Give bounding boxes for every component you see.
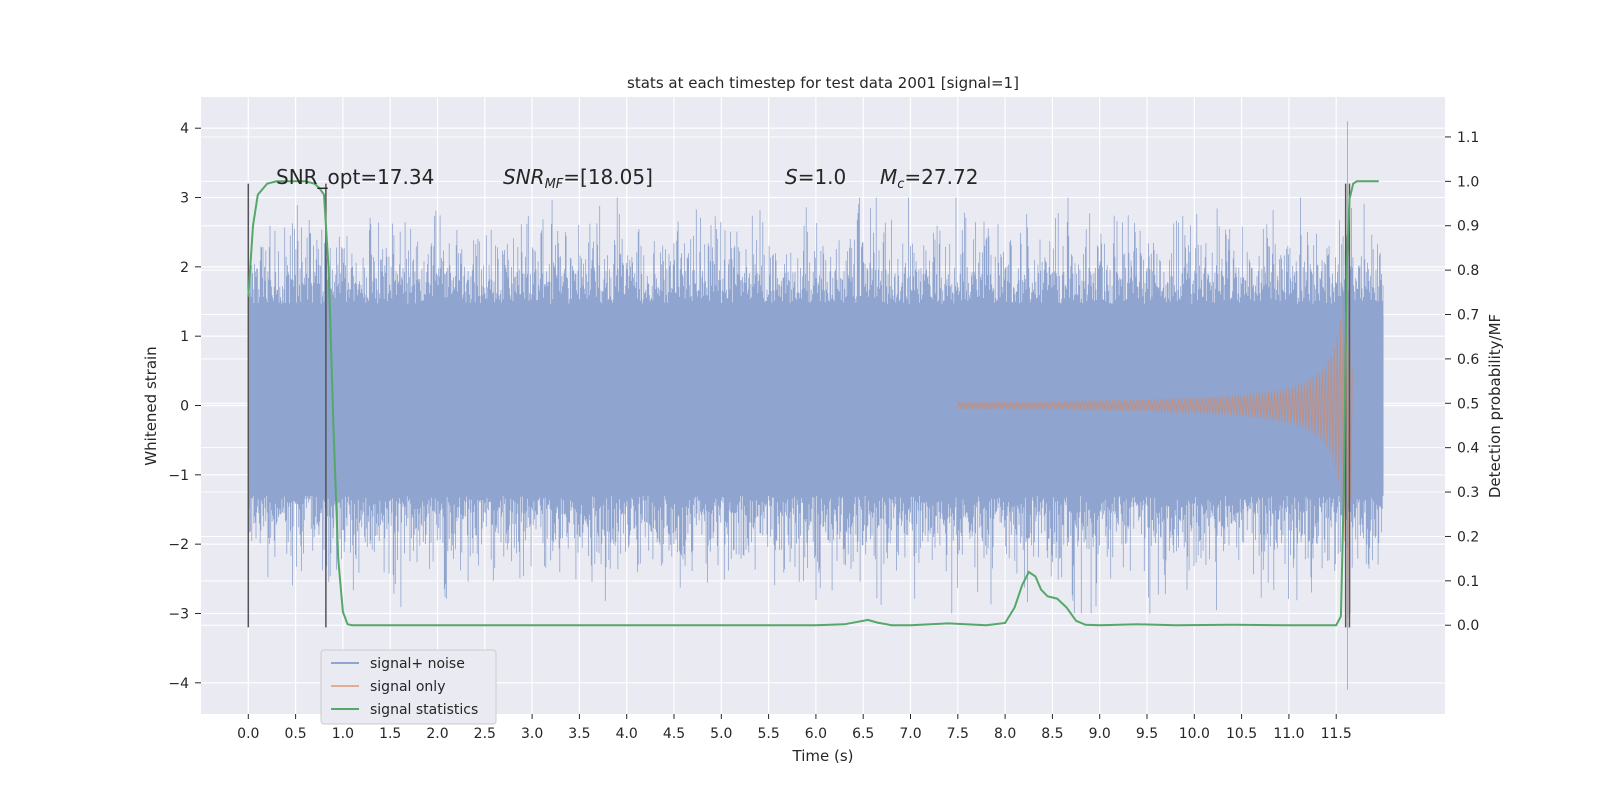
- annotation-snr-opt: SNR_opt=17.34: [276, 165, 434, 189]
- y-tick-label: 1: [180, 329, 189, 345]
- legend-label-noise: signal+ noise: [370, 656, 465, 672]
- x-tick-label: 1.0: [332, 726, 354, 742]
- x-tick-label: 11.0: [1273, 726, 1304, 742]
- y-tick-label: −2: [168, 537, 189, 553]
- y2-tick-label: 0.1: [1457, 574, 1479, 590]
- x-tick-label: 2.5: [474, 726, 496, 742]
- y2-tick-label: 0.3: [1457, 485, 1479, 501]
- x-tick-label: 3.5: [568, 726, 590, 742]
- annotation-mc: Mc=27.72: [880, 165, 978, 192]
- x-tick-label: 3.0: [521, 726, 543, 742]
- x-tick-label: 5.0: [710, 726, 732, 742]
- x-tick-label: 5.5: [757, 726, 779, 742]
- x-tick-label: 11.5: [1321, 726, 1352, 742]
- y2-axis-label: Detection probability/MF: [1486, 314, 1504, 498]
- x-tick-label: 8.0: [994, 726, 1016, 742]
- y2-tick-label: 0.0: [1457, 618, 1479, 634]
- x-tick-label: 9.5: [1136, 726, 1158, 742]
- y-tick-label: −4: [168, 676, 189, 692]
- legend-label-signal: signal only: [370, 679, 445, 695]
- legend: signal+ noise signal only signal statist…: [320, 649, 497, 725]
- x-tick-label: 4.5: [663, 726, 685, 742]
- x-tick-label: 2.0: [426, 726, 448, 742]
- y-tick-label: 3: [180, 191, 189, 207]
- x-axis: 0.0 0.5 1.0 1.5 2.0 2.5 3.0 3.5 4.0 4.5 5.0 5.5 6.0 6…: [237, 714, 1352, 742]
- annotations: SNR_opt=17.34 SNRMF=[18.05] S=1.0 Mc=27.…: [276, 165, 978, 192]
- y2-tick-label: 0.7: [1457, 308, 1479, 324]
- y2-tick-label: 0.4: [1457, 441, 1479, 457]
- legend-label-stats: signal statistics: [370, 702, 478, 718]
- x-tick-label: 0.0: [237, 726, 259, 742]
- x-axis-label: Time (s): [792, 747, 854, 765]
- series-signal-statistics: [247, 180, 1379, 627]
- x-tick-label: 9.0: [1089, 726, 1111, 742]
- y2-tick-label: 0.8: [1457, 263, 1479, 279]
- x-tick-label: 10.5: [1226, 726, 1257, 742]
- signal-trace: [957, 234, 1353, 618]
- x-tick-label: 8.5: [1041, 726, 1063, 742]
- x-tick-label: 6.5: [852, 726, 874, 742]
- y2-tick-label: 1.1: [1457, 130, 1479, 146]
- x-tick-label: 10.0: [1179, 726, 1210, 742]
- x-tick-label: 6.0: [805, 726, 827, 742]
- y-tick-label: 0: [180, 399, 189, 415]
- statistics-line: [247, 180, 1379, 627]
- annotation-snr-mf: SNRMF=[18.05]: [503, 165, 653, 192]
- y2-tick-label: 0.6: [1457, 352, 1479, 368]
- y-axis-right: 1.1 1.0 0.9 0.8 0.7 0.6 0.5 0.4 0.3 0.2 0.1 0.0: [1445, 130, 1479, 634]
- y-tick-label: 2: [180, 260, 189, 276]
- series-signal-only: [957, 234, 1353, 618]
- y2-tick-label: 0.9: [1457, 219, 1479, 235]
- y2-tick-label: 0.2: [1457, 529, 1479, 545]
- y-tick-label: 4: [180, 121, 189, 137]
- chart-title: stats at each timestep for test data 200…: [627, 74, 1019, 92]
- y2-tick-label: 1.0: [1457, 174, 1479, 190]
- y-axis-label: Whitened strain: [142, 346, 160, 465]
- y-tick-label: −3: [168, 606, 189, 622]
- annotation-s: S=1.0: [785, 165, 846, 189]
- y-tick-label: −1: [168, 468, 189, 484]
- x-tick-label: 4.0: [616, 726, 638, 742]
- x-tick-label: 7.0: [899, 726, 921, 742]
- x-tick-label: 0.5: [284, 726, 306, 742]
- y-axis-left: 4 3 2 1 0 −1 −2 −3 −4: [168, 121, 201, 692]
- x-tick-label: 7.5: [947, 726, 969, 742]
- y2-tick-label: 0.5: [1457, 396, 1479, 412]
- legend-box: [320, 649, 497, 725]
- x-tick-label: 1.5: [379, 726, 401, 742]
